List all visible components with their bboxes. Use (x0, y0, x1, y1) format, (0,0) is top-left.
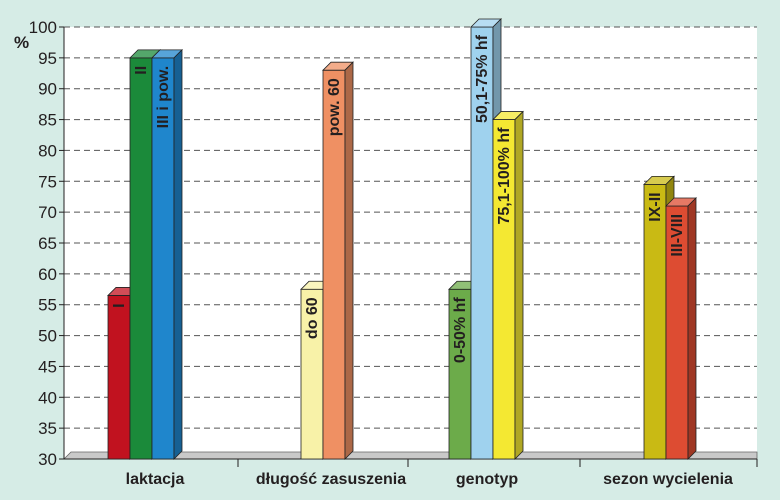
y-tick-label: 85 (38, 111, 57, 130)
y-axis-unit: % (14, 33, 29, 52)
y-tick-label: 45 (38, 357, 57, 376)
bar-label: 50,1-75% hf (474, 34, 491, 123)
bar-group: do 60 pow. 60 (300, 61, 354, 460)
bar-label: I (111, 303, 128, 307)
y-tick-label: 90 (38, 80, 57, 99)
y-tick-label: 95 (38, 49, 57, 68)
y-tick-label: 40 (38, 388, 57, 407)
bar-label: IX-II (647, 192, 664, 221)
y-tick-label: 100 (29, 18, 57, 37)
bar-side (687, 197, 697, 460)
y-axis: 30 35 40 45 50 55 60 65 70 75 80 85 90 95 100 (29, 18, 65, 469)
bar-label: 0-50% hf (452, 297, 469, 363)
bar (107, 295, 131, 460)
bar-group: III III i pow. (107, 48, 183, 460)
y-tick-label: 80 (38, 141, 57, 160)
bar-label: do 60 (304, 297, 321, 339)
bar (643, 183, 667, 460)
y-tick-label: 55 (38, 296, 57, 315)
bar (129, 57, 153, 460)
bar-label: 75,1-100% hf (496, 127, 513, 225)
bar-label: pow. 60 (326, 78, 343, 136)
chart-floor (63, 451, 758, 460)
y-tick-label: 50 (38, 327, 57, 346)
category-label: genotyp (456, 471, 518, 488)
bar-side (344, 61, 354, 460)
y-tick-label: 30 (38, 450, 57, 469)
bar-group: IX-II III-VIII (643, 175, 697, 460)
category-label: sezon wycielenia (603, 471, 733, 488)
y-tick-label: 65 (38, 234, 57, 253)
bar-label: II (133, 66, 150, 75)
category-label: długość zasuszenia (256, 471, 406, 488)
y-tick-label: 70 (38, 203, 57, 222)
y-tick-label: 75 (38, 172, 57, 191)
category-label: laktacja (126, 471, 185, 488)
bar-side (173, 48, 183, 460)
y-tick-label: 60 (38, 265, 57, 284)
x-axis-categories: laktacja długość zasuszenia genotyp sezon w… (126, 459, 758, 488)
y-tick-label: 35 (38, 419, 57, 438)
bar-label: III i pow. (155, 66, 172, 129)
bar-group: 0-50% hf 50,1-75% hf 75,1-100% hf (448, 18, 524, 460)
bar-label: III-VIII (669, 214, 686, 257)
bar-side (514, 110, 524, 460)
